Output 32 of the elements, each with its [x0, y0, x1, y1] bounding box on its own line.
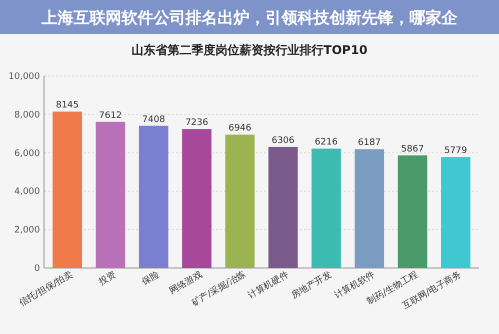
bar — [441, 157, 470, 268]
data-label: 6946 — [228, 124, 252, 134]
bar — [354, 149, 384, 268]
text: 上海互联网软件公司排名出炉，引领科技创新先锋，哪家企 — [40, 8, 458, 27]
x-tick-label: 保险 — [140, 269, 162, 288]
bar — [398, 155, 428, 268]
bar — [96, 122, 126, 268]
y-tick-label: 0 — [34, 264, 40, 274]
bar — [312, 148, 341, 268]
data-label: 8145 — [56, 100, 79, 111]
y-tick-label: 2,000 — [14, 226, 40, 236]
x-tick-label: 计算机硬件 — [246, 269, 291, 302]
y-tick-label: 8,000 — [14, 110, 40, 120]
data-label: 6216 — [314, 138, 338, 148]
bar — [225, 134, 255, 268]
data-label: 7408 — [142, 114, 166, 125]
data-label: 5867 — [401, 144, 424, 154]
bar — [138, 126, 168, 268]
bar — [182, 129, 212, 268]
bar — [52, 112, 82, 268]
data-label: 6187 — [358, 138, 381, 148]
y-tick-label: 10,000 — [8, 72, 40, 82]
x-tick-label: 房地产开发 — [289, 269, 334, 302]
bar — [268, 146, 298, 268]
y-tick-label: 4,000 — [14, 187, 40, 198]
data-label: 7236 — [185, 118, 208, 128]
x-tick-label: 投资 — [96, 269, 118, 288]
data-label: 5779 — [444, 146, 468, 156]
chart-title: 山东省第二季度岗位薪资按行业排行TOP10 — [132, 43, 368, 57]
y-tick-label: 6,000 — [14, 148, 40, 159]
data-label: 6306 — [272, 136, 295, 146]
data-label: 7612 — [99, 110, 122, 121]
